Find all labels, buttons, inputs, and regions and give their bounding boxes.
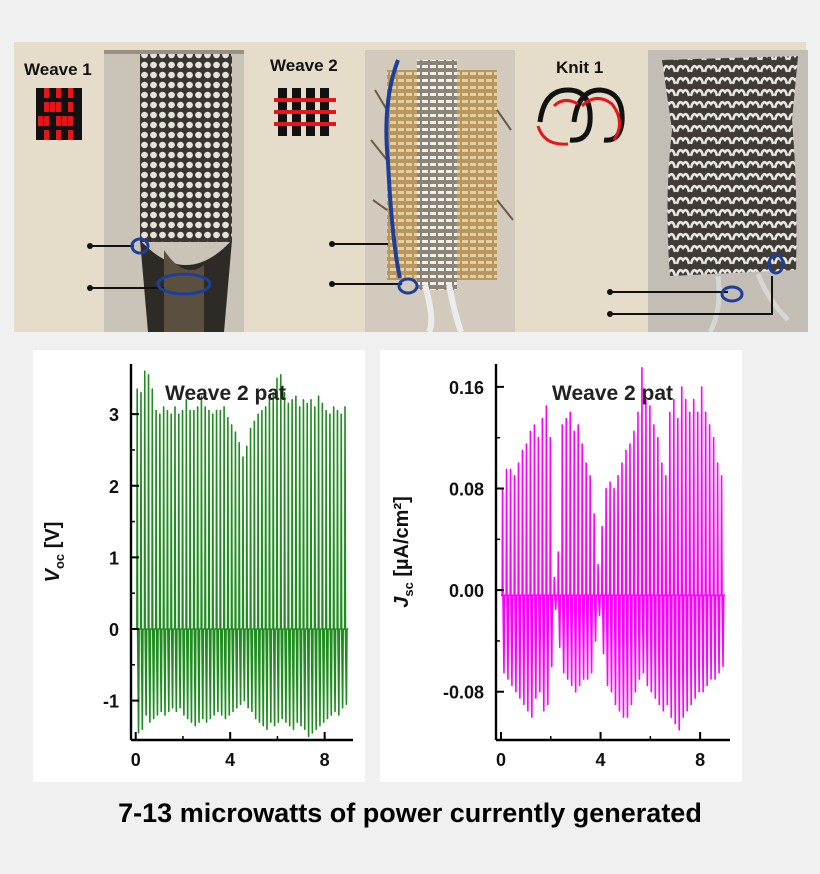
x-tick-label: 8 — [320, 750, 330, 770]
data-series-jsc — [500, 367, 726, 731]
x-tick-label: 4 — [596, 750, 606, 770]
x-tick-label: 0 — [131, 750, 141, 770]
y-axis-label-subscript: sc — [401, 582, 416, 596]
y-tick-label: 1 — [109, 548, 119, 568]
y-axis-label-subscript: oc — [52, 554, 67, 569]
sample-knit-1: Knit 1 — [532, 42, 808, 332]
data-series-voc — [135, 370, 349, 738]
jsc-chart: -0.08 0.00 0.08 0.16 0 4 8 Weave 2 pat Jsc [µA/c… — [391, 364, 730, 770]
knitted-textile-sample-photo — [648, 50, 808, 332]
y-tick-label: 0.16 — [449, 378, 484, 398]
electrode-connector-lines — [329, 59, 419, 295]
y-tick-label: 2 — [109, 477, 119, 497]
textile-samples-strip: Weave 1 — [14, 42, 808, 332]
sample-weave-2: Weave 2 — [262, 42, 524, 332]
y-tick-label: -0.08 — [443, 683, 484, 703]
y-axis-label: Jsc [µA/cm²] — [391, 496, 416, 608]
electrode-connector-lines — [87, 237, 212, 296]
interlocking-loops-icon — [536, 87, 625, 146]
y-tick-label: -1 — [103, 692, 119, 712]
y-tick-label: 3 — [109, 405, 119, 425]
sample-label: Weave 1 — [24, 60, 92, 79]
basket-weave-icon — [274, 88, 336, 136]
electrode-connector-lines — [607, 253, 785, 317]
sample-weave-1: Weave 1 — [14, 42, 254, 332]
voc-chart-panel: -1 0 1 2 3 0 4 8 Weave 2 pat Voc [V] — [33, 350, 365, 782]
y-axis-label: Voc [V] — [42, 522, 67, 583]
chart-title: Weave 2 pat — [552, 382, 673, 405]
x-tick-label: 4 — [225, 750, 235, 770]
y-tick-label: 0.00 — [449, 581, 484, 601]
y-tick-label: 0.08 — [449, 479, 484, 499]
y-tick-label: 0 — [109, 620, 119, 640]
y-axis-label-unit: [V] — [42, 522, 64, 554]
sample-label: Weave 2 — [270, 56, 338, 75]
chart-title: Weave 2 pat — [165, 382, 286, 405]
x-tick-label: 0 — [496, 750, 506, 770]
power-caption: 7-13 microwatts of power currently gener… — [118, 798, 702, 828]
y-axis-label-symbol: J — [391, 596, 413, 608]
y-axis-label-symbol: V — [42, 567, 64, 582]
sample-label: Knit 1 — [556, 58, 604, 77]
x-tick-label: 8 — [695, 750, 705, 770]
y-axis-label-unit: [µA/cm²] — [391, 496, 413, 582]
plain-weave-icon — [36, 88, 82, 140]
voc-chart: -1 0 1 2 3 0 4 8 Weave 2 pat Voc [V] — [42, 364, 353, 770]
jsc-chart-panel: -0.08 0.00 0.08 0.16 0 4 8 Weave 2 pat Jsc [µA/c… — [380, 350, 742, 782]
woven-textile-sample-photo — [104, 50, 244, 332]
